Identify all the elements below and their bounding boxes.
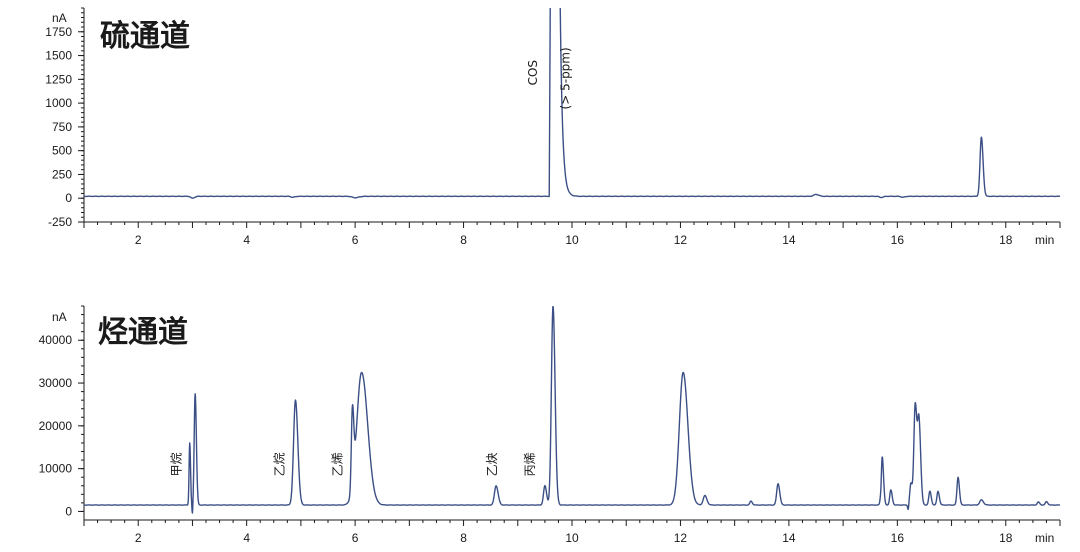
y-unit-label: nA (52, 310, 67, 324)
x-tick-label: 4 (243, 233, 250, 247)
chart-panel-1: 2 4 6 8 10 12 14 16 18 min -250 0 250 500 750 1000 1250 1… (45, 7, 1061, 247)
x-tick-label: 18 (999, 531, 1013, 545)
x-tick-label: 10 (565, 233, 579, 247)
peak-annotation: 乙烯 (331, 452, 345, 476)
y-tick-label: 0 (65, 504, 72, 518)
y-tick-label: 1500 (45, 49, 72, 63)
x-unit-label: min (1035, 233, 1054, 247)
y-tick-label: 10000 (39, 462, 73, 476)
panel-title: 烃通道 (98, 315, 188, 350)
y-tick-label: 1750 (45, 25, 72, 39)
peak-annotation: (> 5-ppm) (558, 47, 572, 109)
peak-annotation: 乙炔 (485, 452, 499, 476)
x-tick-label: 8 (460, 531, 467, 545)
chromatogram-trace (84, 306, 1060, 514)
x-tick-label: 14 (782, 233, 796, 247)
x-tick-label: 10 (565, 531, 579, 545)
peak-annotation: 丙烯 (523, 452, 537, 476)
chromatogram-trace (84, 8, 1060, 199)
y-tick-label: 30000 (39, 376, 73, 390)
y-tick-label: 750 (52, 120, 72, 134)
chart-panel-2: 2 4 6 8 10 12 14 16 18 min 0 10000 20000 30000 40000 nA… (39, 305, 1061, 545)
x-tick-label: 16 (891, 233, 905, 247)
x-tick-label: 2 (135, 233, 142, 247)
x-tick-label: 2 (135, 531, 142, 545)
panel-title: 硫通道 (100, 19, 190, 54)
x-tick-label: 18 (999, 233, 1013, 247)
y-tick-label: 500 (52, 144, 72, 158)
y-tick-label: 250 (52, 167, 72, 181)
x-tick-label: 14 (782, 531, 796, 545)
x-unit-label: min (1035, 531, 1054, 545)
y-tick-label: 1000 (45, 96, 72, 110)
x-tick-label: 16 (891, 531, 905, 545)
y-tick-label: 40000 (39, 333, 73, 347)
x-tick-label: 6 (352, 531, 359, 545)
x-tick-label: 8 (460, 233, 467, 247)
x-tick-label: 12 (674, 233, 688, 247)
x-tick-label: 4 (243, 531, 250, 545)
x-tick-label: 12 (674, 531, 688, 545)
y-unit-label: nA (52, 11, 67, 25)
peak-annotation: COS (526, 60, 540, 85)
y-tick-label: 0 (65, 191, 72, 205)
y-tick-label: 1250 (45, 72, 72, 86)
x-tick-label: 6 (352, 233, 359, 247)
y-tick-label: -250 (48, 215, 72, 229)
y-tick-label: 20000 (39, 419, 73, 433)
peak-annotation: 乙烷 (273, 452, 287, 476)
peak-annotation: 甲烷 (170, 452, 184, 476)
